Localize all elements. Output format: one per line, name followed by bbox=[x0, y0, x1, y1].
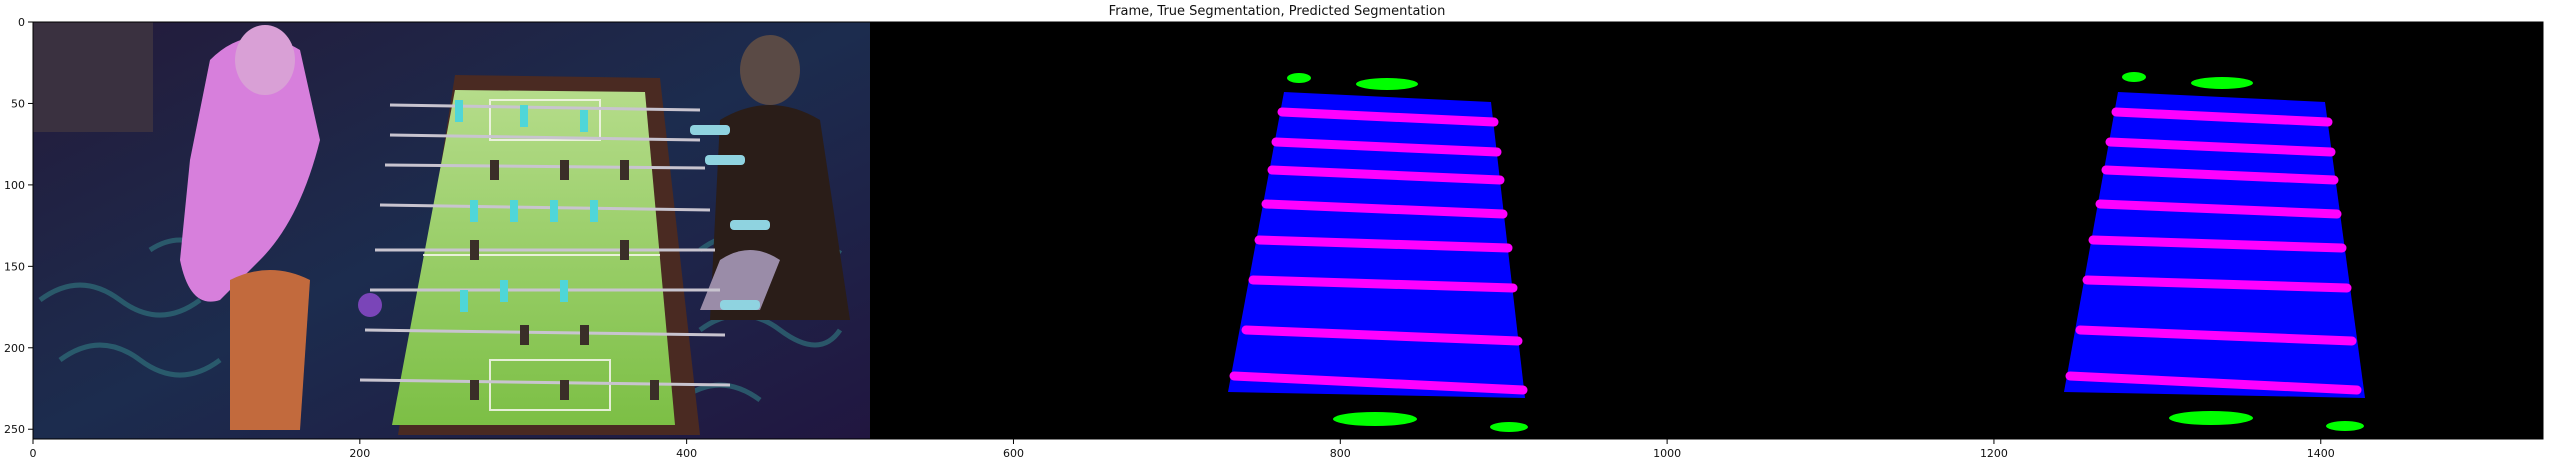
x-tick-label: 1000 bbox=[1653, 447, 1681, 460]
y-tick-label: 200 bbox=[4, 342, 25, 355]
x-tick-label: 1200 bbox=[1980, 447, 2008, 460]
chart-title: Frame, True Segmentation, Predicted Segm… bbox=[1108, 4, 1446, 19]
frame-image-panel bbox=[33, 22, 870, 439]
x-tick-label: 200 bbox=[349, 447, 370, 460]
x-tick-label: 0 bbox=[30, 447, 37, 460]
true-segmentation-panel bbox=[870, 22, 1706, 439]
predicted-segmentation-panel bbox=[1706, 22, 2543, 439]
y-tick-label: 150 bbox=[4, 260, 25, 273]
x-tick-label: 800 bbox=[1330, 447, 1351, 460]
y-tick-label: 250 bbox=[4, 423, 25, 436]
y-tick-label: 100 bbox=[4, 179, 25, 192]
x-tick-label: 1400 bbox=[2307, 447, 2335, 460]
x-tick-label: 400 bbox=[676, 447, 697, 460]
y-tick-label: 50 bbox=[11, 97, 25, 110]
y-tick-label: 0 bbox=[18, 16, 25, 29]
axes-frame bbox=[32, 21, 2544, 440]
x-tick-label: 600 bbox=[1003, 447, 1024, 460]
